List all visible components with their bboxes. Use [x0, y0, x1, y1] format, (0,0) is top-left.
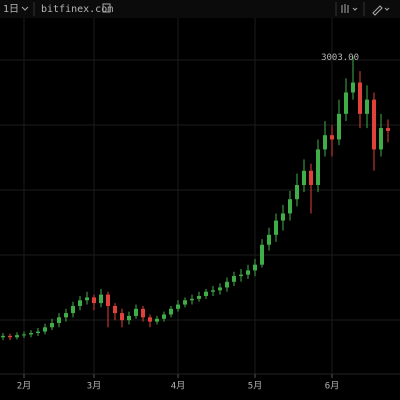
candle-body	[337, 113, 341, 140]
candle-body	[127, 315, 131, 321]
candle-body	[316, 149, 320, 185]
candle-body	[204, 291, 208, 296]
candle-body	[309, 170, 313, 185]
candle-body	[365, 99, 369, 114]
candle-body	[225, 281, 229, 288]
toolbar: 1日 bitfinex.com	[0, 0, 400, 18]
candle-body	[43, 327, 47, 332]
candle-body	[85, 297, 89, 301]
candle-body	[183, 300, 187, 305]
dropdown-icon	[21, 6, 29, 11]
toolbar-bg	[0, 0, 400, 18]
candle-body	[351, 82, 355, 93]
candle-body	[92, 297, 96, 304]
candle-body	[50, 323, 54, 328]
candle-body	[120, 313, 124, 321]
high-annotation: 3003.00	[321, 53, 359, 63]
candle-body	[330, 135, 334, 140]
candle-body	[232, 276, 236, 282]
x-tick-label: 6月	[325, 381, 339, 392]
candle-body	[253, 264, 257, 271]
chart-type-button[interactable]	[341, 4, 358, 13]
candle-body	[106, 294, 110, 306]
candle-body	[274, 220, 278, 235]
candle-body	[239, 274, 243, 277]
candle-body	[176, 304, 180, 309]
candle-body	[218, 287, 222, 291]
interval-button[interactable]: 1日	[3, 4, 19, 15]
candle-body	[22, 334, 26, 336]
candle-body	[323, 135, 327, 150]
candle-body	[260, 244, 264, 265]
candle-body	[197, 296, 201, 299]
candle-body	[379, 128, 383, 150]
candle-body	[15, 335, 19, 338]
candle-body	[281, 213, 285, 221]
candle-body	[190, 298, 194, 301]
candle-body	[246, 270, 250, 275]
candle-body	[57, 317, 61, 324]
x-tick-label: 3月	[87, 381, 101, 392]
candle-body	[372, 99, 376, 150]
candle-body	[64, 313, 68, 318]
candle-body	[36, 331, 40, 333]
candle-body	[211, 290, 215, 292]
candle-body	[8, 335, 12, 338]
candle-body	[295, 185, 299, 200]
x-tick-label: 4月	[171, 381, 185, 392]
candle-body	[169, 308, 173, 315]
candle-body	[386, 128, 390, 131]
candle-body	[288, 199, 292, 214]
draw-tool-button[interactable]	[372, 5, 390, 16]
candle-body	[29, 333, 33, 335]
candle-body	[134, 308, 138, 316]
candle-body	[302, 170, 306, 185]
x-tick-label: 5月	[248, 381, 262, 392]
source-label: bitfinex.com	[41, 4, 113, 15]
candle-body	[267, 234, 271, 245]
candle-body	[344, 92, 348, 114]
candle-body	[78, 300, 82, 306]
candle-body	[141, 308, 145, 318]
candle-body	[358, 82, 362, 114]
candle-body	[99, 294, 103, 304]
copy-icon[interactable]	[102, 3, 111, 13]
candle-body	[162, 314, 166, 319]
candle-body	[148, 317, 152, 322]
candle-body	[155, 318, 159, 322]
candle-body	[1, 335, 5, 338]
candle-body	[113, 305, 117, 314]
x-tick-label: 2月	[17, 381, 31, 392]
candle-body	[71, 305, 75, 314]
